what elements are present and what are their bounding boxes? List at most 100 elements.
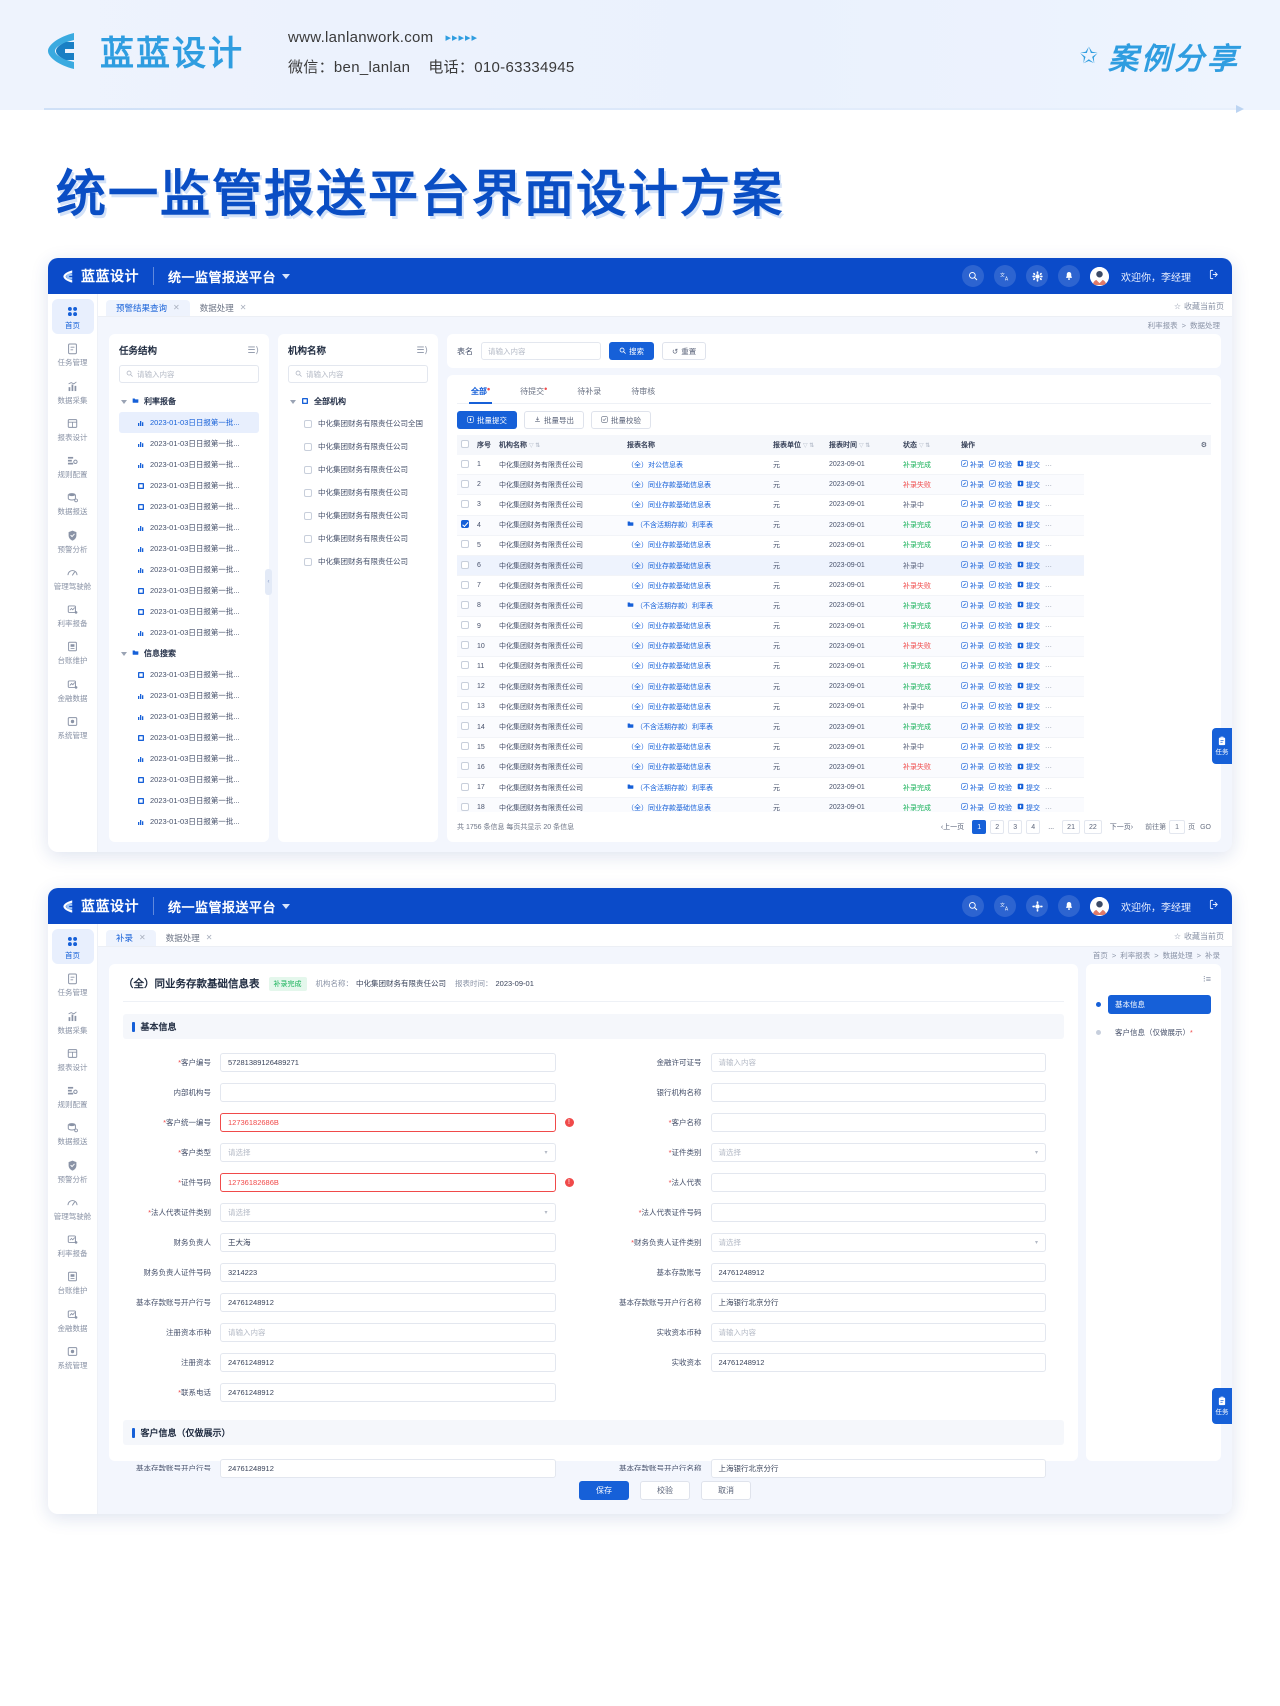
- panel-collapse-handle[interactable]: ‹: [265, 569, 272, 595]
- row-action-校验[interactable]: 校验: [989, 460, 1012, 470]
- sidebar-item-1[interactable]: 首页: [51, 299, 94, 335]
- row-action-提交[interactable]: 提交: [1017, 661, 1040, 671]
- gear-icon[interactable]: [1026, 895, 1048, 917]
- row-action-校验[interactable]: 校验: [989, 601, 1012, 611]
- row-checkbox-cell[interactable]: [457, 696, 473, 718]
- field-input[interactable]: 请选择 ▾: [710, 1143, 1046, 1162]
- anchor-list-icon[interactable]: ⁝≡: [1202, 974, 1211, 984]
- row-action-补录[interactable]: 补录: [961, 561, 984, 571]
- anchor-item-2[interactable]: 客户信息（仅做展示）*: [1096, 1023, 1211, 1042]
- more-actions-icon[interactable]: ···: [1045, 704, 1052, 712]
- field-input[interactable]: 3214223: [220, 1263, 556, 1282]
- cell-actions[interactable]: 补录 校验 提交 ···: [957, 494, 1084, 516]
- checkbox[interactable]: [461, 520, 469, 529]
- table-row[interactable]: 9 中化集团财务有限责任公司 （全）同业存款基础信息表元 2023-09-01 补录完成…: [457, 616, 1211, 637]
- breadcrumb-item[interactable]: 数据处理: [1162, 951, 1193, 960]
- row-action-补录[interactable]: 补录: [961, 601, 984, 611]
- cell-report[interactable]: （全）同业存款基础信息表: [623, 575, 769, 597]
- close-icon[interactable]: ✕: [205, 932, 213, 942]
- row-action-校验[interactable]: 校验: [989, 742, 1012, 752]
- more-actions-icon[interactable]: ···: [1045, 502, 1052, 510]
- sidebar-item-6[interactable]: 数据报送: [52, 485, 94, 520]
- cell-report[interactable]: （全）同业存款基础信息表: [623, 474, 769, 496]
- checkbox[interactable]: [461, 560, 469, 569]
- field-input[interactable]: [220, 1083, 556, 1102]
- sort-icon[interactable]: ▽ ⇅: [859, 443, 871, 449]
- field-input[interactable]: 请选择 ▾: [220, 1143, 556, 1162]
- more-actions-icon[interactable]: ···: [1045, 542, 1052, 550]
- row-action-提交[interactable]: 提交: [1017, 601, 1040, 611]
- cell-report[interactable]: （全）同业存款基础信息表: [623, 737, 769, 758]
- search-icon[interactable]: [962, 895, 984, 917]
- field-input[interactable]: 王大海: [220, 1233, 556, 1252]
- sidebar-item-9[interactable]: 利率报备: [52, 597, 94, 632]
- row-action-补录[interactable]: 补录: [961, 742, 984, 752]
- tree-root[interactable]: 利率报备: [119, 391, 259, 412]
- tree-node[interactable]: 2023-01-03日日报第一批...: [119, 496, 259, 517]
- cell-report[interactable]: （全）同业存款基础信息表: [623, 494, 769, 516]
- row-action-补录[interactable]: 补录: [961, 682, 984, 692]
- table-row[interactable]: 4 中化集团财务有限责任公司 （不含活期存款）利率表元 2023-09-01 补录完成补…: [457, 515, 1211, 536]
- cell-report[interactable]: （全）对公信息表: [623, 455, 769, 476]
- row-action-提交[interactable]: 提交: [1017, 561, 1040, 571]
- row-action-提交[interactable]: 提交: [1017, 702, 1040, 712]
- row-action-补录[interactable]: 补录: [961, 722, 984, 732]
- cell-actions[interactable]: 补录 校验 提交 ···: [957, 757, 1084, 779]
- tab-supplement[interactable]: 补录 ✕: [106, 929, 156, 946]
- field-input[interactable]: [710, 1113, 1046, 1132]
- column-header-0[interactable]: 序号: [473, 435, 495, 455]
- more-actions-icon[interactable]: ···: [1045, 623, 1052, 631]
- tree-node[interactable]: 2023-01-03日日报第一批...: [119, 769, 259, 790]
- sidebar-item-4[interactable]: 报表设计: [52, 1041, 94, 1076]
- breadcrumb-item[interactable]: 首页: [1092, 951, 1108, 960]
- cell-report[interactable]: （全）同业存款基础信息表: [623, 555, 769, 577]
- field-input[interactable]: 上海银行北京分行: [710, 1293, 1046, 1312]
- row-action-校验[interactable]: 校验: [989, 480, 1012, 490]
- field-input[interactable]: 12736182686B: [220, 1173, 556, 1192]
- checkbox[interactable]: [304, 419, 312, 428]
- close-icon[interactable]: ✕: [139, 932, 146, 942]
- row-action-校验[interactable]: 校验: [989, 661, 1012, 671]
- go-button[interactable]: GO: [1200, 823, 1211, 831]
- row-action-校验[interactable]: 校验: [989, 500, 1012, 510]
- checkbox[interactable]: [461, 802, 469, 811]
- status-subtab-1[interactable]: 全部•: [457, 380, 504, 404]
- cell-actions[interactable]: 补录 校验 提交 ···: [957, 737, 1084, 758]
- cell-report[interactable]: （不含活期存款）利率表: [623, 595, 769, 617]
- table-row[interactable]: 14 中化集团财务有限责任公司 （不含活期存款）利率表元 2023-09-01 补录完成…: [457, 716, 1211, 738]
- gear-icon[interactable]: [1026, 265, 1048, 287]
- row-action-提交[interactable]: 提交: [1017, 460, 1040, 470]
- cell-actions[interactable]: 补录 校验 提交 ···: [957, 616, 1084, 637]
- tree-node[interactable]: 2023-01-03日日报第一批...: [119, 601, 259, 622]
- field-input[interactable]: [710, 1173, 1046, 1192]
- field-input[interactable]: 请选择 ▾: [220, 1203, 556, 1222]
- cell-actions[interactable]: 补录 校验 提交 ···: [957, 555, 1084, 577]
- row-checkbox-cell[interactable]: [457, 716, 473, 738]
- checkbox[interactable]: [461, 661, 469, 670]
- tree-node[interactable]: 2023-01-03日日报第一批...: [119, 706, 259, 727]
- org-tree-root[interactable]: 全部机构: [288, 391, 428, 412]
- cell-report[interactable]: （不含活期存款）利率表: [623, 716, 769, 738]
- tree-root[interactable]: 信息搜索: [119, 643, 259, 664]
- anchor-item-1[interactable]: 基本信息: [1096, 995, 1211, 1014]
- cell-actions[interactable]: 补录 校验 提交 ···: [957, 656, 1084, 678]
- org-tree-node[interactable]: 中化集团财务有限责任公司: [288, 527, 428, 550]
- favorite-page-button[interactable]: ☆ 收藏当前页: [1174, 931, 1224, 946]
- field-input[interactable]: 12736182686B: [220, 1113, 556, 1132]
- tree-node[interactable]: 2023-01-03日日报第一批...: [119, 433, 259, 454]
- sidebar-item-5[interactable]: 规则配置: [52, 1078, 94, 1113]
- sidebar-item-12[interactable]: 系统管理: [52, 709, 94, 744]
- row-checkbox-cell[interactable]: [457, 737, 473, 758]
- tree-node[interactable]: 2023-01-03日日报第一批...: [119, 517, 259, 538]
- row-action-校验[interactable]: 校验: [989, 561, 1012, 571]
- more-actions-icon[interactable]: ···: [1045, 563, 1052, 571]
- more-actions-icon[interactable]: ···: [1045, 462, 1052, 470]
- table-row[interactable]: 1 中化集团财务有限责任公司 （全）对公信息表元 2023-09-01 补录完成 补录 校验…: [457, 455, 1211, 476]
- table-row[interactable]: 10 中化集团财务有限责任公司 （全）同业存款基础信息表元 2023-09-01 补录失…: [457, 636, 1211, 657]
- org-search-input[interactable]: 请输入内容: [288, 365, 428, 383]
- more-actions-icon[interactable]: ···: [1045, 603, 1052, 611]
- table-row[interactable]: 15 中化集团财务有限责任公司 （全）同业存款基础信息表元 2023-09-01 补录中…: [457, 737, 1211, 758]
- row-action-校验[interactable]: 校验: [989, 581, 1012, 591]
- sidebar-item-1[interactable]: 首页: [51, 929, 94, 965]
